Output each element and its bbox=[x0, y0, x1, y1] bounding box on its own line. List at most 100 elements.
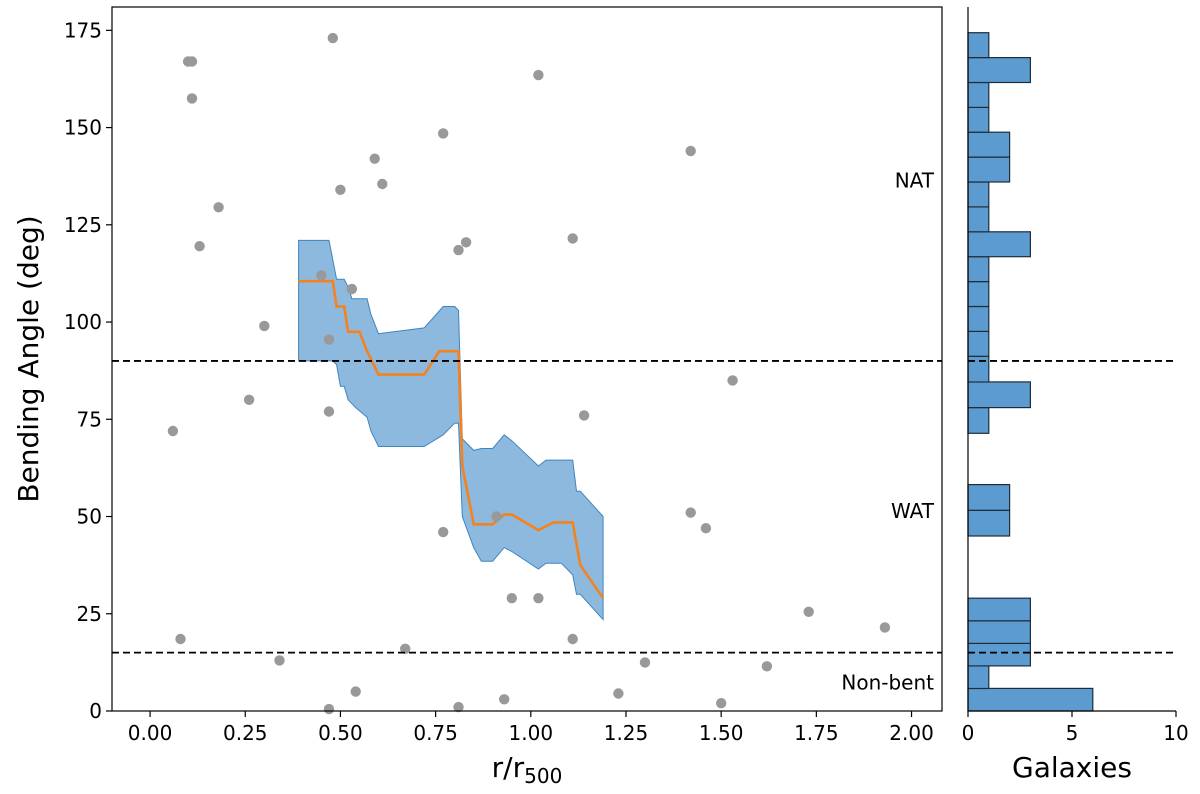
data-point bbox=[438, 128, 449, 139]
histogram-bar bbox=[967, 131, 1011, 158]
histogram-bar bbox=[967, 81, 990, 108]
data-point bbox=[567, 233, 578, 244]
region-label: NAT bbox=[895, 169, 935, 193]
data-point bbox=[506, 593, 517, 604]
data-point bbox=[350, 686, 361, 697]
histogram-bar bbox=[967, 620, 1032, 644]
x-tick-label: 2.00 bbox=[889, 721, 934, 745]
data-point bbox=[499, 694, 510, 705]
region-labels: NAT WAT Non-bent bbox=[841, 169, 934, 695]
histogram-x-tick-label: 0 bbox=[962, 721, 975, 745]
confidence-band bbox=[298, 239, 604, 621]
region-label: Non-bent bbox=[841, 670, 934, 694]
histogram-x-ticks: 0 5 10 bbox=[962, 711, 1189, 745]
scatter-plot: 0.00 0.25 0.50 0.75 1.00 1.25 1.50 1.75 2.00 0 25… bbox=[12, 6, 943, 788]
histogram-bar bbox=[967, 156, 1011, 183]
x-axis-title-base: r/r bbox=[492, 751, 525, 784]
x-axis-ticks: 0.00 0.25 0.50 0.75 1.00 1.25 1.50 1.75 2.00 bbox=[128, 711, 934, 745]
histogram-bar bbox=[967, 665, 990, 690]
histogram-bar bbox=[967, 281, 990, 308]
threshold-lines bbox=[112, 360, 942, 654]
data-point bbox=[761, 661, 773, 672]
data-point bbox=[323, 703, 335, 715]
data-point bbox=[175, 633, 186, 645]
x-tick-label: 1.50 bbox=[699, 721, 744, 745]
histogram-bar bbox=[967, 381, 1032, 409]
data-point bbox=[685, 507, 696, 518]
data-point bbox=[803, 606, 814, 617]
data-point bbox=[335, 184, 346, 195]
x-axis-title-subscript: 500 bbox=[524, 764, 562, 788]
data-point bbox=[613, 688, 624, 699]
data-point bbox=[186, 56, 198, 67]
x-tick-label: 1.00 bbox=[509, 721, 554, 745]
histogram-bar bbox=[967, 407, 990, 434]
x-tick-label: 1.75 bbox=[794, 721, 839, 745]
data-point bbox=[316, 270, 327, 281]
data-point bbox=[259, 320, 270, 332]
data-point bbox=[685, 145, 696, 157]
y-tick-label: 100 bbox=[64, 310, 102, 334]
y-tick-label: 150 bbox=[64, 116, 102, 140]
histogram-bars bbox=[967, 32, 1094, 712]
y-tick-label: 50 bbox=[77, 505, 102, 529]
y-axis-title: Bending Angle (deg) bbox=[12, 215, 45, 502]
histogram-bar bbox=[967, 687, 1094, 712]
x-axis-title: r/r500 bbox=[492, 751, 563, 788]
y-tick-label: 25 bbox=[77, 602, 102, 626]
data-point bbox=[346, 283, 358, 295]
plot-frame bbox=[111, 6, 943, 712]
histogram-bar bbox=[967, 256, 990, 283]
data-point bbox=[377, 178, 388, 190]
histogram-bar bbox=[967, 231, 1032, 258]
histogram-bar bbox=[967, 56, 1032, 84]
data-point bbox=[533, 593, 544, 604]
x-tick-label: 0.75 bbox=[413, 721, 458, 745]
data-point bbox=[327, 32, 338, 44]
data-point bbox=[533, 69, 544, 81]
histogram-bar bbox=[967, 330, 990, 357]
histogram-bar bbox=[967, 597, 1032, 622]
data-point bbox=[700, 523, 712, 534]
data-point bbox=[438, 526, 449, 538]
data-point bbox=[453, 701, 464, 713]
data-point bbox=[639, 657, 651, 668]
y-tick-label: 75 bbox=[77, 407, 102, 431]
histogram-bar bbox=[967, 32, 990, 59]
median-line-group bbox=[298, 279, 605, 599]
data-point bbox=[491, 511, 502, 522]
data-point bbox=[213, 202, 224, 213]
median-line bbox=[298, 279, 605, 599]
data-point bbox=[194, 241, 205, 252]
histogram-x-tick-label: 10 bbox=[1163, 721, 1188, 745]
y-tick-label: 0 bbox=[89, 699, 102, 723]
data-point bbox=[323, 406, 335, 417]
region-label: WAT bbox=[891, 499, 935, 523]
y-tick-label: 125 bbox=[64, 213, 102, 237]
histogram-bar bbox=[967, 509, 1011, 537]
data-point bbox=[567, 633, 578, 645]
x-tick-label: 0.00 bbox=[128, 721, 173, 745]
data-point bbox=[167, 425, 179, 437]
x-tick-label: 1.25 bbox=[604, 721, 649, 745]
data-point bbox=[186, 93, 198, 104]
y-tick-label: 175 bbox=[64, 18, 102, 42]
data-point bbox=[716, 698, 727, 709]
histogram-x-tick-label: 5 bbox=[1066, 721, 1079, 745]
data-point bbox=[274, 655, 285, 666]
data-point bbox=[460, 237, 472, 248]
data-point bbox=[400, 643, 411, 654]
histogram-x-axis-title: Galaxies bbox=[1012, 751, 1132, 784]
data-point bbox=[879, 622, 891, 633]
histogram-bar bbox=[967, 106, 990, 133]
data-point bbox=[369, 153, 380, 164]
confidence-band-area bbox=[298, 239, 604, 621]
x-tick-label: 0.25 bbox=[223, 721, 268, 745]
histogram-bar bbox=[967, 305, 990, 332]
data-point bbox=[453, 244, 464, 256]
histogram-bar bbox=[967, 206, 990, 233]
histogram-bar bbox=[967, 642, 1032, 667]
data-point bbox=[243, 394, 255, 405]
x-tick-label: 0.50 bbox=[318, 721, 363, 745]
